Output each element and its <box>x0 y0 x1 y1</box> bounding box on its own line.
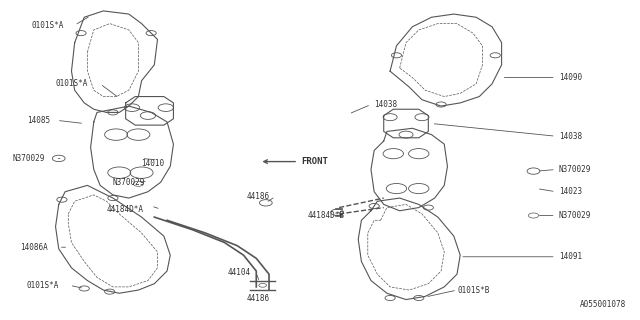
Text: 14085: 14085 <box>27 116 50 125</box>
Text: 14091: 14091 <box>559 252 582 261</box>
Text: 14010: 14010 <box>141 159 164 168</box>
Text: 14086A: 14086A <box>20 243 48 252</box>
Text: N370029: N370029 <box>13 154 45 163</box>
Text: N370029: N370029 <box>113 178 145 187</box>
Text: 14038: 14038 <box>559 132 582 141</box>
Text: 0101S*B: 0101S*B <box>457 286 490 295</box>
Text: 44186: 44186 <box>246 192 270 201</box>
Text: N370029: N370029 <box>559 211 591 220</box>
Text: FRONT: FRONT <box>264 157 328 166</box>
Text: 14023: 14023 <box>559 187 582 196</box>
Text: 44184D*A: 44184D*A <box>106 205 143 214</box>
Text: 44186: 44186 <box>246 294 270 303</box>
Text: 44184D*B: 44184D*B <box>307 211 344 220</box>
Text: 0101S*A: 0101S*A <box>27 281 60 290</box>
Text: A055001078: A055001078 <box>580 300 626 309</box>
Text: 14090: 14090 <box>559 73 582 82</box>
Text: N370029: N370029 <box>559 165 591 174</box>
Text: 44104: 44104 <box>228 268 251 277</box>
Text: 14038: 14038 <box>374 100 397 109</box>
Text: 0101S*A: 0101S*A <box>56 79 88 88</box>
Text: 0101S*A: 0101S*A <box>32 21 65 30</box>
